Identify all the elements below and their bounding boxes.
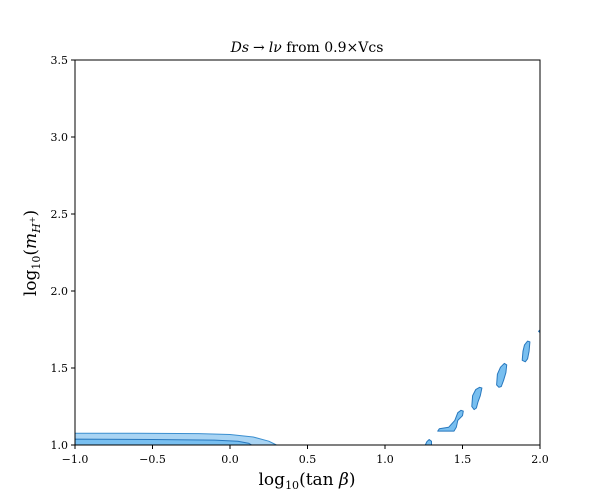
contour-region-inner-3: [437, 409, 464, 432]
y-tick-label: 2.0: [51, 285, 69, 298]
x-tick-label: 0.5: [299, 453, 317, 466]
y-axis-label: log10(mH+): [21, 210, 43, 296]
x-tick-label: −0.5: [139, 453, 166, 466]
contour-region-inner-5: [496, 362, 508, 388]
contour-region-inner-4: [471, 386, 483, 411]
contour-region-inner-2: [424, 439, 432, 446]
y-tick-label: 3.5: [51, 54, 69, 67]
contour-region-inner-6: [521, 340, 531, 363]
y-tick-label: 1.5: [51, 362, 69, 375]
y-tick-label: 1.0: [51, 439, 69, 452]
x-tick-label: −1.0: [62, 453, 89, 466]
x-tick-label: 0.0: [221, 453, 239, 466]
plot-area: [74, 329, 541, 446]
x-tick-label: 2.0: [531, 453, 549, 466]
y-axis: 1.0 1.5 2.0 2.5 3.0 3.5: [51, 54, 75, 452]
chart-title: Ds → lν from 0.9×Vcs: [230, 40, 384, 56]
x-axis-label: log10(tan β): [259, 470, 356, 492]
x-axis: −1.0 −0.5 0.0 0.5 1.0 1.5 2.0: [62, 445, 549, 466]
y-tick-label: 2.5: [51, 208, 69, 221]
x-tick-label: 1.5: [454, 453, 472, 466]
x-tick-label: 1.0: [376, 453, 394, 466]
y-tick-label: 3.0: [51, 131, 69, 144]
axes-frame: [74, 59, 541, 446]
